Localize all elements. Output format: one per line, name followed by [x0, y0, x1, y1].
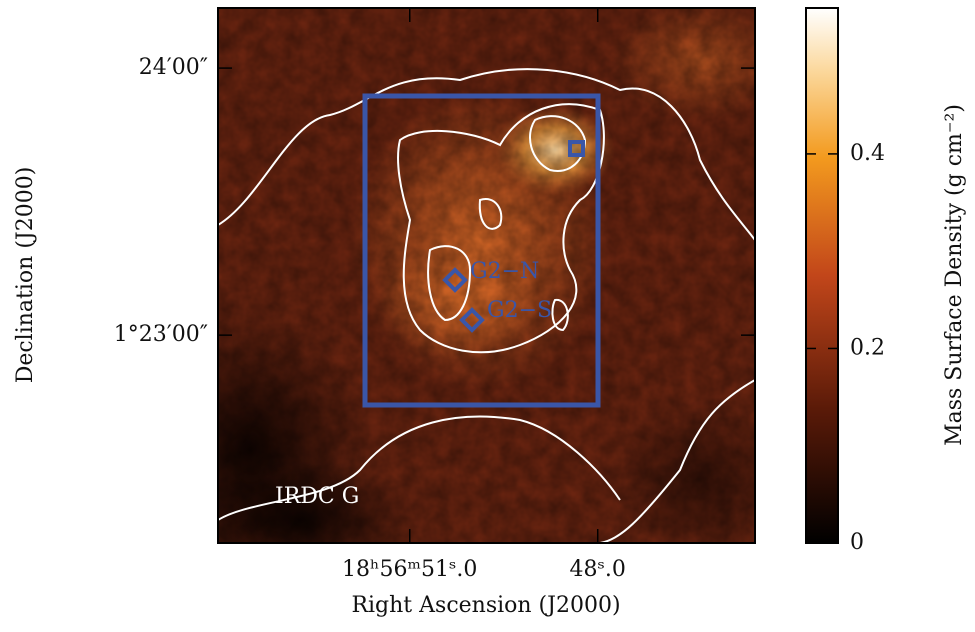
colorbar — [805, 7, 839, 544]
surface-density-map: IRDC G G2−N G2−S — [218, 8, 755, 543]
colorbar-tick-label: 0 — [850, 530, 864, 555]
y-tick-label: 1°23′00″ — [114, 322, 208, 347]
plot-frame — [217, 7, 756, 544]
colorbar-tick-label: 0.2 — [850, 335, 885, 360]
y-axis-label: Declination (J2000) — [13, 167, 38, 384]
annotation: G2−S — [487, 298, 552, 323]
x-tick-label: 48ˢ.0 — [570, 557, 626, 582]
colorbar-tick-label: 0.4 — [850, 141, 885, 166]
x-axis-label: Right Ascension (J2000) — [351, 593, 620, 618]
y-tick-label: 24′00″ — [139, 55, 208, 80]
annotation: G2−N — [470, 259, 539, 284]
colorbar-label: Mass Surface Density (g cm⁻²) — [942, 104, 967, 446]
annotation: IRDC G — [275, 484, 359, 509]
x-tick-label: 18ʰ56ᵐ51ˢ.0 — [342, 557, 477, 582]
